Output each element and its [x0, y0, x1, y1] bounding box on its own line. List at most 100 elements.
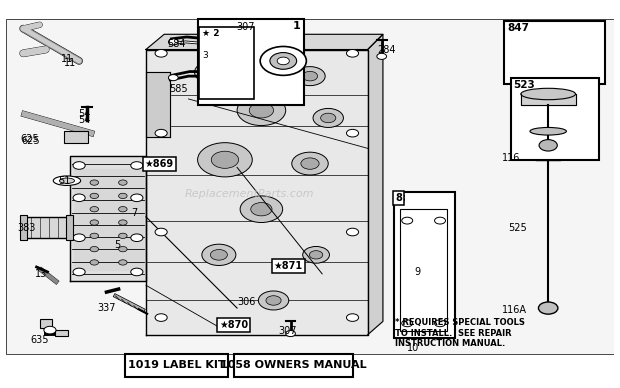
Bar	[400, 209, 447, 331]
Bar	[6, 19, 614, 354]
Circle shape	[259, 291, 289, 310]
Text: 307: 307	[278, 326, 297, 336]
Text: ★871: ★871	[273, 261, 303, 271]
Circle shape	[90, 260, 99, 265]
Circle shape	[294, 67, 325, 86]
Text: 54: 54	[78, 109, 91, 119]
Polygon shape	[146, 72, 170, 137]
Circle shape	[169, 39, 178, 45]
Circle shape	[118, 180, 127, 185]
Bar	[200, 27, 254, 99]
Circle shape	[44, 326, 56, 334]
Circle shape	[277, 57, 290, 65]
Circle shape	[377, 53, 386, 59]
Circle shape	[203, 67, 222, 78]
Text: 54: 54	[78, 115, 91, 125]
Polygon shape	[74, 169, 143, 270]
Circle shape	[435, 217, 446, 224]
Text: 3: 3	[203, 51, 208, 61]
Text: 51: 51	[58, 176, 70, 186]
Bar	[66, 215, 73, 240]
Text: 8: 8	[397, 194, 405, 204]
Text: 5: 5	[114, 240, 121, 250]
Circle shape	[202, 244, 236, 265]
Circle shape	[118, 220, 127, 225]
Circle shape	[303, 246, 329, 263]
Circle shape	[321, 113, 336, 123]
Circle shape	[195, 61, 231, 84]
Polygon shape	[368, 34, 383, 335]
Bar	[198, 19, 304, 105]
Text: * REQUIRES SPECIAL TOOLS
TO INSTALL.  SEE REPAIR
INSTRUCTION MANUAL.: * REQUIRES SPECIAL TOOLS TO INSTALL. SEE…	[395, 318, 525, 348]
Circle shape	[347, 129, 358, 137]
Text: ReplacementParts.com: ReplacementParts.com	[185, 189, 314, 199]
Circle shape	[347, 50, 358, 57]
Text: 11: 11	[64, 58, 76, 68]
Text: 13: 13	[35, 269, 48, 279]
Ellipse shape	[60, 178, 74, 184]
Bar	[394, 192, 454, 338]
Polygon shape	[521, 94, 575, 106]
Bar	[510, 78, 598, 160]
Circle shape	[260, 47, 306, 75]
Circle shape	[435, 320, 446, 327]
Circle shape	[198, 143, 252, 177]
Bar	[64, 131, 88, 143]
Text: ★870: ★870	[219, 320, 248, 330]
Bar	[55, 330, 68, 336]
Bar	[6, 19, 614, 354]
Ellipse shape	[521, 88, 575, 100]
Bar	[234, 354, 353, 376]
Circle shape	[309, 251, 323, 259]
Text: 1058 OWNERS MANUAL: 1058 OWNERS MANUAL	[220, 360, 366, 370]
Circle shape	[131, 268, 143, 276]
Circle shape	[131, 162, 143, 169]
Polygon shape	[146, 34, 383, 50]
Circle shape	[538, 302, 558, 314]
Text: 11: 11	[61, 54, 73, 64]
Circle shape	[237, 95, 286, 126]
Circle shape	[90, 220, 99, 225]
Circle shape	[249, 36, 259, 43]
Circle shape	[169, 74, 178, 81]
Circle shape	[249, 103, 273, 118]
Circle shape	[155, 50, 167, 57]
Text: 523: 523	[513, 80, 535, 90]
Bar	[23, 217, 69, 238]
Text: 847: 847	[507, 23, 529, 33]
Circle shape	[303, 71, 317, 81]
Text: 116A: 116A	[502, 305, 527, 315]
Circle shape	[313, 109, 343, 127]
Circle shape	[118, 246, 127, 252]
Circle shape	[210, 249, 228, 260]
Circle shape	[268, 88, 278, 94]
Circle shape	[292, 152, 328, 175]
Circle shape	[347, 228, 358, 236]
Text: 284: 284	[377, 45, 396, 54]
Circle shape	[155, 228, 167, 236]
Circle shape	[155, 314, 167, 321]
Text: 625: 625	[21, 136, 40, 146]
Text: 306: 306	[237, 297, 255, 307]
Circle shape	[286, 331, 295, 336]
Text: 1: 1	[293, 21, 301, 31]
Text: 1019 LABEL KIT: 1019 LABEL KIT	[128, 360, 225, 370]
Text: 116: 116	[502, 153, 520, 163]
Circle shape	[118, 193, 127, 199]
Ellipse shape	[53, 176, 81, 185]
Circle shape	[73, 162, 85, 169]
Circle shape	[402, 320, 413, 327]
Circle shape	[90, 233, 99, 239]
Circle shape	[211, 151, 239, 168]
Text: 337: 337	[97, 303, 116, 313]
Text: 635: 635	[30, 335, 49, 345]
Text: ★ 2: ★ 2	[203, 29, 220, 38]
Ellipse shape	[530, 127, 567, 135]
Circle shape	[240, 196, 283, 223]
Circle shape	[301, 158, 319, 169]
Text: 625: 625	[21, 134, 40, 144]
Text: 383: 383	[17, 223, 35, 233]
Bar	[40, 319, 51, 328]
Polygon shape	[146, 50, 368, 335]
Circle shape	[90, 180, 99, 185]
